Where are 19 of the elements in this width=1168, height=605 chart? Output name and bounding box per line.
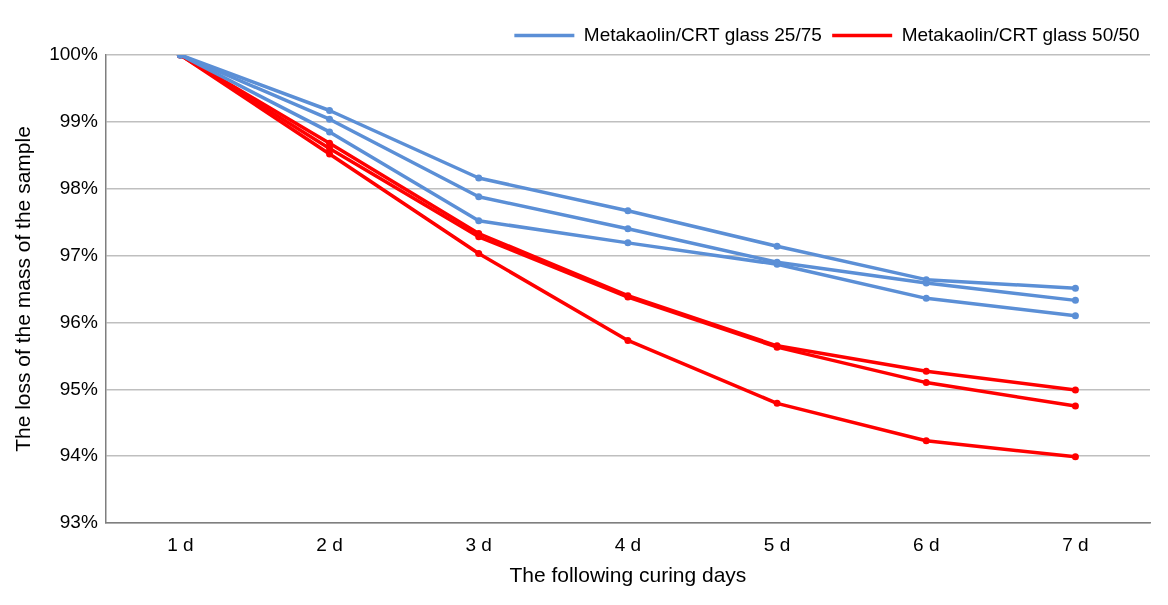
y-tick-label: 94% [59, 444, 98, 466]
y-tick-label: 100% [49, 43, 98, 65]
y-tick-label: 97% [59, 243, 98, 265]
legend-label: Metakaolin/CRT glass 50/50 [901, 23, 1140, 45]
x-tick-label: 6 d [913, 533, 940, 555]
x-tick-label: 1 d [167, 533, 194, 555]
y-tick-label: 93% [59, 511, 98, 533]
y-tick-label: 96% [59, 310, 98, 332]
x-tick-label: 5 d [763, 533, 791, 555]
x-tick-label: 7 d [1062, 533, 1089, 555]
y-tick-label: 99% [59, 110, 98, 132]
legend-label: Metakaolin/CRT glass 25/75 [583, 23, 822, 45]
y-tick-label: 95% [59, 377, 98, 399]
x-axis-title: The following curing days [509, 563, 747, 587]
x-tick-label: 4 d [614, 533, 642, 555]
x-tick-label: 3 d [465, 533, 492, 555]
y-axis-title: The loss of the mass of the sample [11, 126, 35, 452]
y-tick-label: 98% [59, 176, 98, 198]
x-tick-label: 2 d [316, 533, 343, 555]
